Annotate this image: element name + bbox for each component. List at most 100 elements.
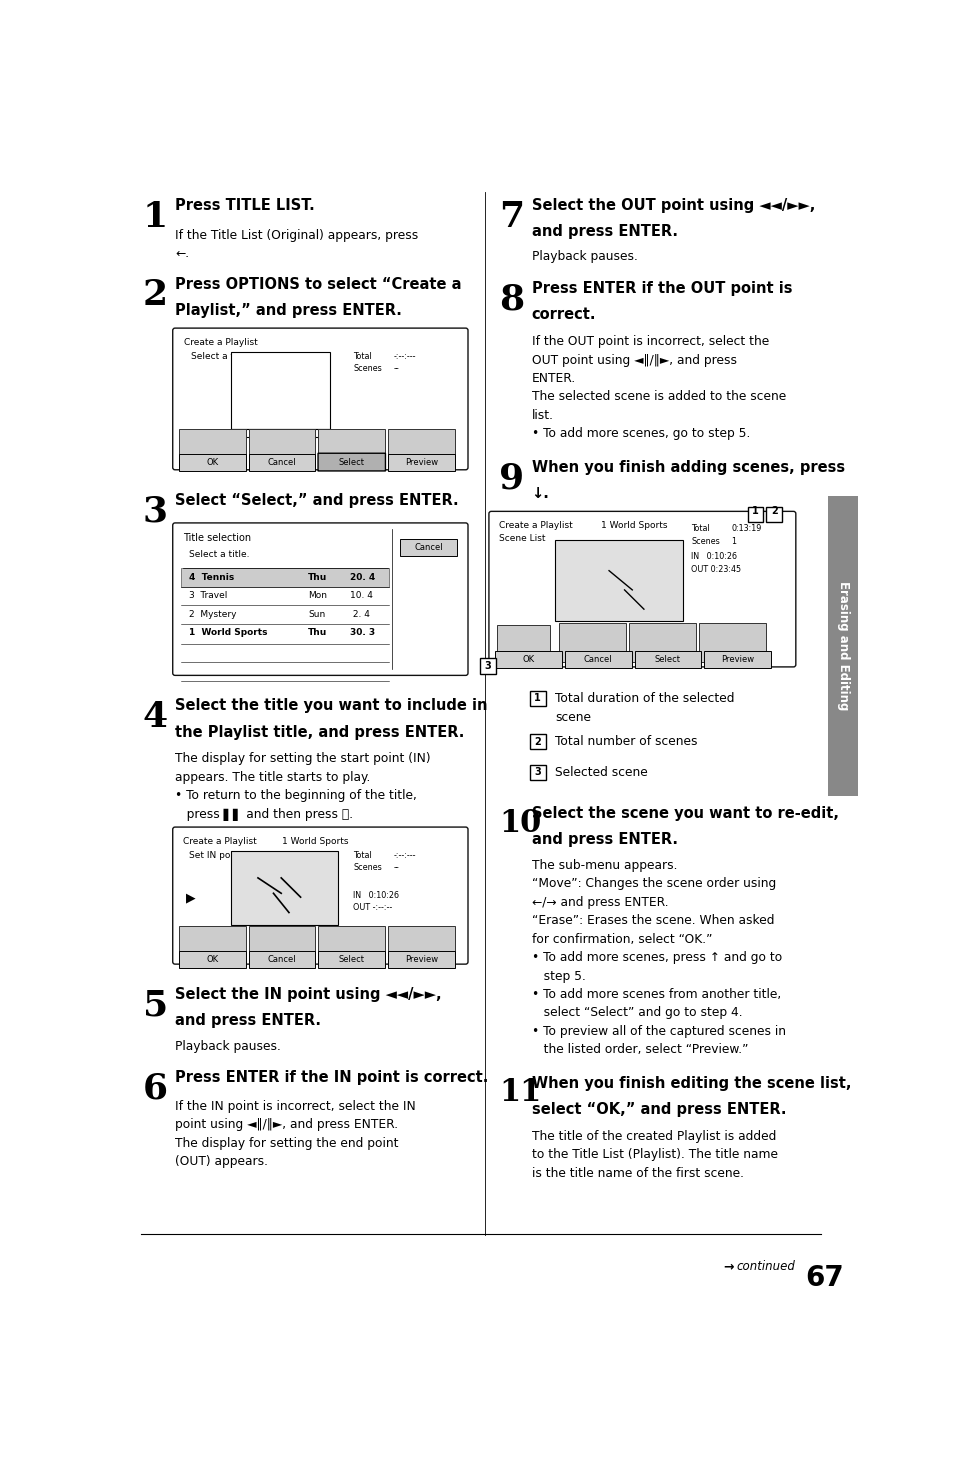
Text: Playback pauses.: Playback pauses. (174, 1040, 280, 1053)
Bar (497, 626, 550, 666)
Text: Total number of scenes: Total number of scenes (555, 736, 697, 749)
Text: 0:13:19: 0:13:19 (731, 525, 761, 534)
Text: Total: Total (353, 351, 372, 360)
Text: ▶: ▶ (186, 891, 195, 905)
Text: OK: OK (206, 955, 218, 964)
Bar (558, 623, 625, 661)
Text: Select the title you want to include in: Select the title you want to include in (174, 698, 487, 713)
Text: step 5.: step 5. (531, 970, 585, 983)
Text: Select “Select,” and press ENTER.: Select “Select,” and press ENTER. (174, 492, 458, 507)
Bar (399, 540, 456, 556)
Text: OUT -:--:--: OUT -:--:-- (353, 903, 392, 912)
Bar (318, 951, 385, 968)
Text: --: -- (394, 863, 399, 872)
Text: 2: 2 (534, 737, 540, 746)
Text: • To add more scenes, press ↑ and go to: • To add more scenes, press ↑ and go to (531, 951, 781, 964)
Text: 10. 4: 10. 4 (350, 592, 373, 601)
Text: 11: 11 (498, 1077, 540, 1108)
Text: ←.: ←. (174, 248, 189, 260)
Text: 67: 67 (804, 1265, 843, 1292)
Bar (495, 651, 561, 667)
Text: Select the IN point using ◄◄/►►,: Select the IN point using ◄◄/►►, (174, 988, 441, 1003)
Bar (765, 507, 781, 522)
Text: and press ENTER.: and press ENTER. (174, 1013, 321, 1028)
Text: The display for setting the end point: The display for setting the end point (174, 1136, 398, 1149)
Text: --: -- (394, 365, 399, 374)
Text: Press ENTER if the IN point is correct.: Press ENTER if the IN point is correct. (174, 1071, 488, 1086)
Text: list.: list. (531, 409, 553, 423)
Text: Select: Select (655, 654, 680, 664)
Text: 1 World Sports: 1 World Sports (600, 522, 667, 531)
Text: If the IN point is incorrect, select the IN: If the IN point is incorrect, select the… (174, 1100, 416, 1112)
Text: 6: 6 (142, 1072, 168, 1106)
Bar (530, 765, 545, 780)
Text: The display for setting the start point (IN): The display for setting the start point … (174, 752, 430, 765)
Text: Thu: Thu (308, 629, 327, 638)
Text: Cancel: Cancel (268, 955, 296, 964)
Text: OK: OK (206, 458, 218, 467)
Text: “Move”: Changes the scene order using: “Move”: Changes the scene order using (531, 876, 775, 890)
Text: OUT point using ◄‖/‖►, and press: OUT point using ◄‖/‖►, and press (531, 353, 736, 366)
Text: • To preview all of the captured scenes in: • To preview all of the captured scenes … (531, 1025, 784, 1038)
Text: 1: 1 (731, 537, 736, 546)
Text: 1: 1 (142, 200, 168, 233)
Text: 2: 2 (770, 506, 777, 516)
Text: 1: 1 (534, 694, 540, 703)
Bar (179, 927, 245, 965)
Text: Cancel: Cancel (583, 654, 612, 664)
Text: 20. 4: 20. 4 (350, 572, 375, 581)
Bar (318, 927, 385, 965)
Text: (OUT) appears.: (OUT) appears. (174, 1155, 268, 1169)
Text: Cancel: Cancel (414, 543, 442, 552)
Text: When you finish editing the scene list,: When you finish editing the scene list, (531, 1075, 850, 1091)
Bar (179, 454, 245, 470)
Text: Sun: Sun (308, 610, 325, 618)
Text: “Erase”: Erases the scene. When asked: “Erase”: Erases the scene. When asked (531, 914, 773, 927)
Bar (388, 429, 455, 467)
FancyBboxPatch shape (172, 828, 468, 964)
Text: 4: 4 (142, 700, 168, 734)
Text: OUT 0:23:45: OUT 0:23:45 (691, 565, 740, 574)
Bar (747, 507, 762, 522)
Text: 1  World Sports: 1 World Sports (189, 629, 267, 638)
Bar (231, 851, 337, 925)
Bar (179, 951, 245, 968)
Text: 1 World Sports: 1 World Sports (282, 836, 348, 847)
Text: The title of the created Playlist is added: The title of the created Playlist is add… (531, 1130, 775, 1143)
Text: 3: 3 (142, 494, 168, 528)
Text: Title selection: Title selection (183, 532, 251, 543)
Text: -:--:---: -:--:--- (394, 351, 416, 360)
Text: ←/→ and press ENTER.: ←/→ and press ENTER. (531, 896, 667, 909)
Text: Create a Playlist: Create a Playlist (184, 338, 258, 347)
Text: Thu: Thu (308, 572, 327, 581)
Text: for confirmation, select “OK.”: for confirmation, select “OK.” (531, 933, 711, 946)
Text: If the OUT point is incorrect, select the: If the OUT point is incorrect, select th… (531, 335, 768, 349)
Text: Select: Select (338, 955, 364, 964)
Bar (699, 623, 765, 661)
Text: correct.: correct. (531, 307, 596, 322)
Text: -:--:---: -:--:--- (394, 851, 416, 860)
Text: Select a title.: Select a title. (189, 550, 250, 559)
Text: the listed order, select “Preview.”: the listed order, select “Preview.” (531, 1044, 747, 1056)
Bar (564, 651, 631, 667)
Text: 9: 9 (498, 461, 523, 495)
Text: Press OPTIONS to select “Create a: Press OPTIONS to select “Create a (174, 276, 461, 292)
Text: Playback pauses.: Playback pauses. (531, 251, 637, 264)
Text: 3  Travel: 3 Travel (189, 592, 227, 601)
Text: select “OK,” and press ENTER.: select “OK,” and press ENTER. (531, 1102, 785, 1117)
Bar (231, 429, 330, 436)
Bar (249, 454, 315, 470)
FancyBboxPatch shape (489, 512, 795, 667)
FancyBboxPatch shape (172, 328, 468, 470)
Text: Mon: Mon (308, 592, 327, 601)
Text: The sub-menu appears.: The sub-menu appears. (531, 859, 677, 872)
Bar (249, 927, 315, 965)
FancyBboxPatch shape (172, 523, 468, 675)
Text: 3: 3 (534, 767, 540, 777)
Text: Press ENTER if the OUT point is: Press ENTER if the OUT point is (531, 282, 791, 297)
Text: →: → (723, 1261, 734, 1272)
Text: OK: OK (522, 654, 534, 664)
Text: Total: Total (691, 525, 709, 534)
Text: 2. 4: 2. 4 (350, 610, 370, 618)
Text: Create a Playlist: Create a Playlist (183, 836, 256, 847)
